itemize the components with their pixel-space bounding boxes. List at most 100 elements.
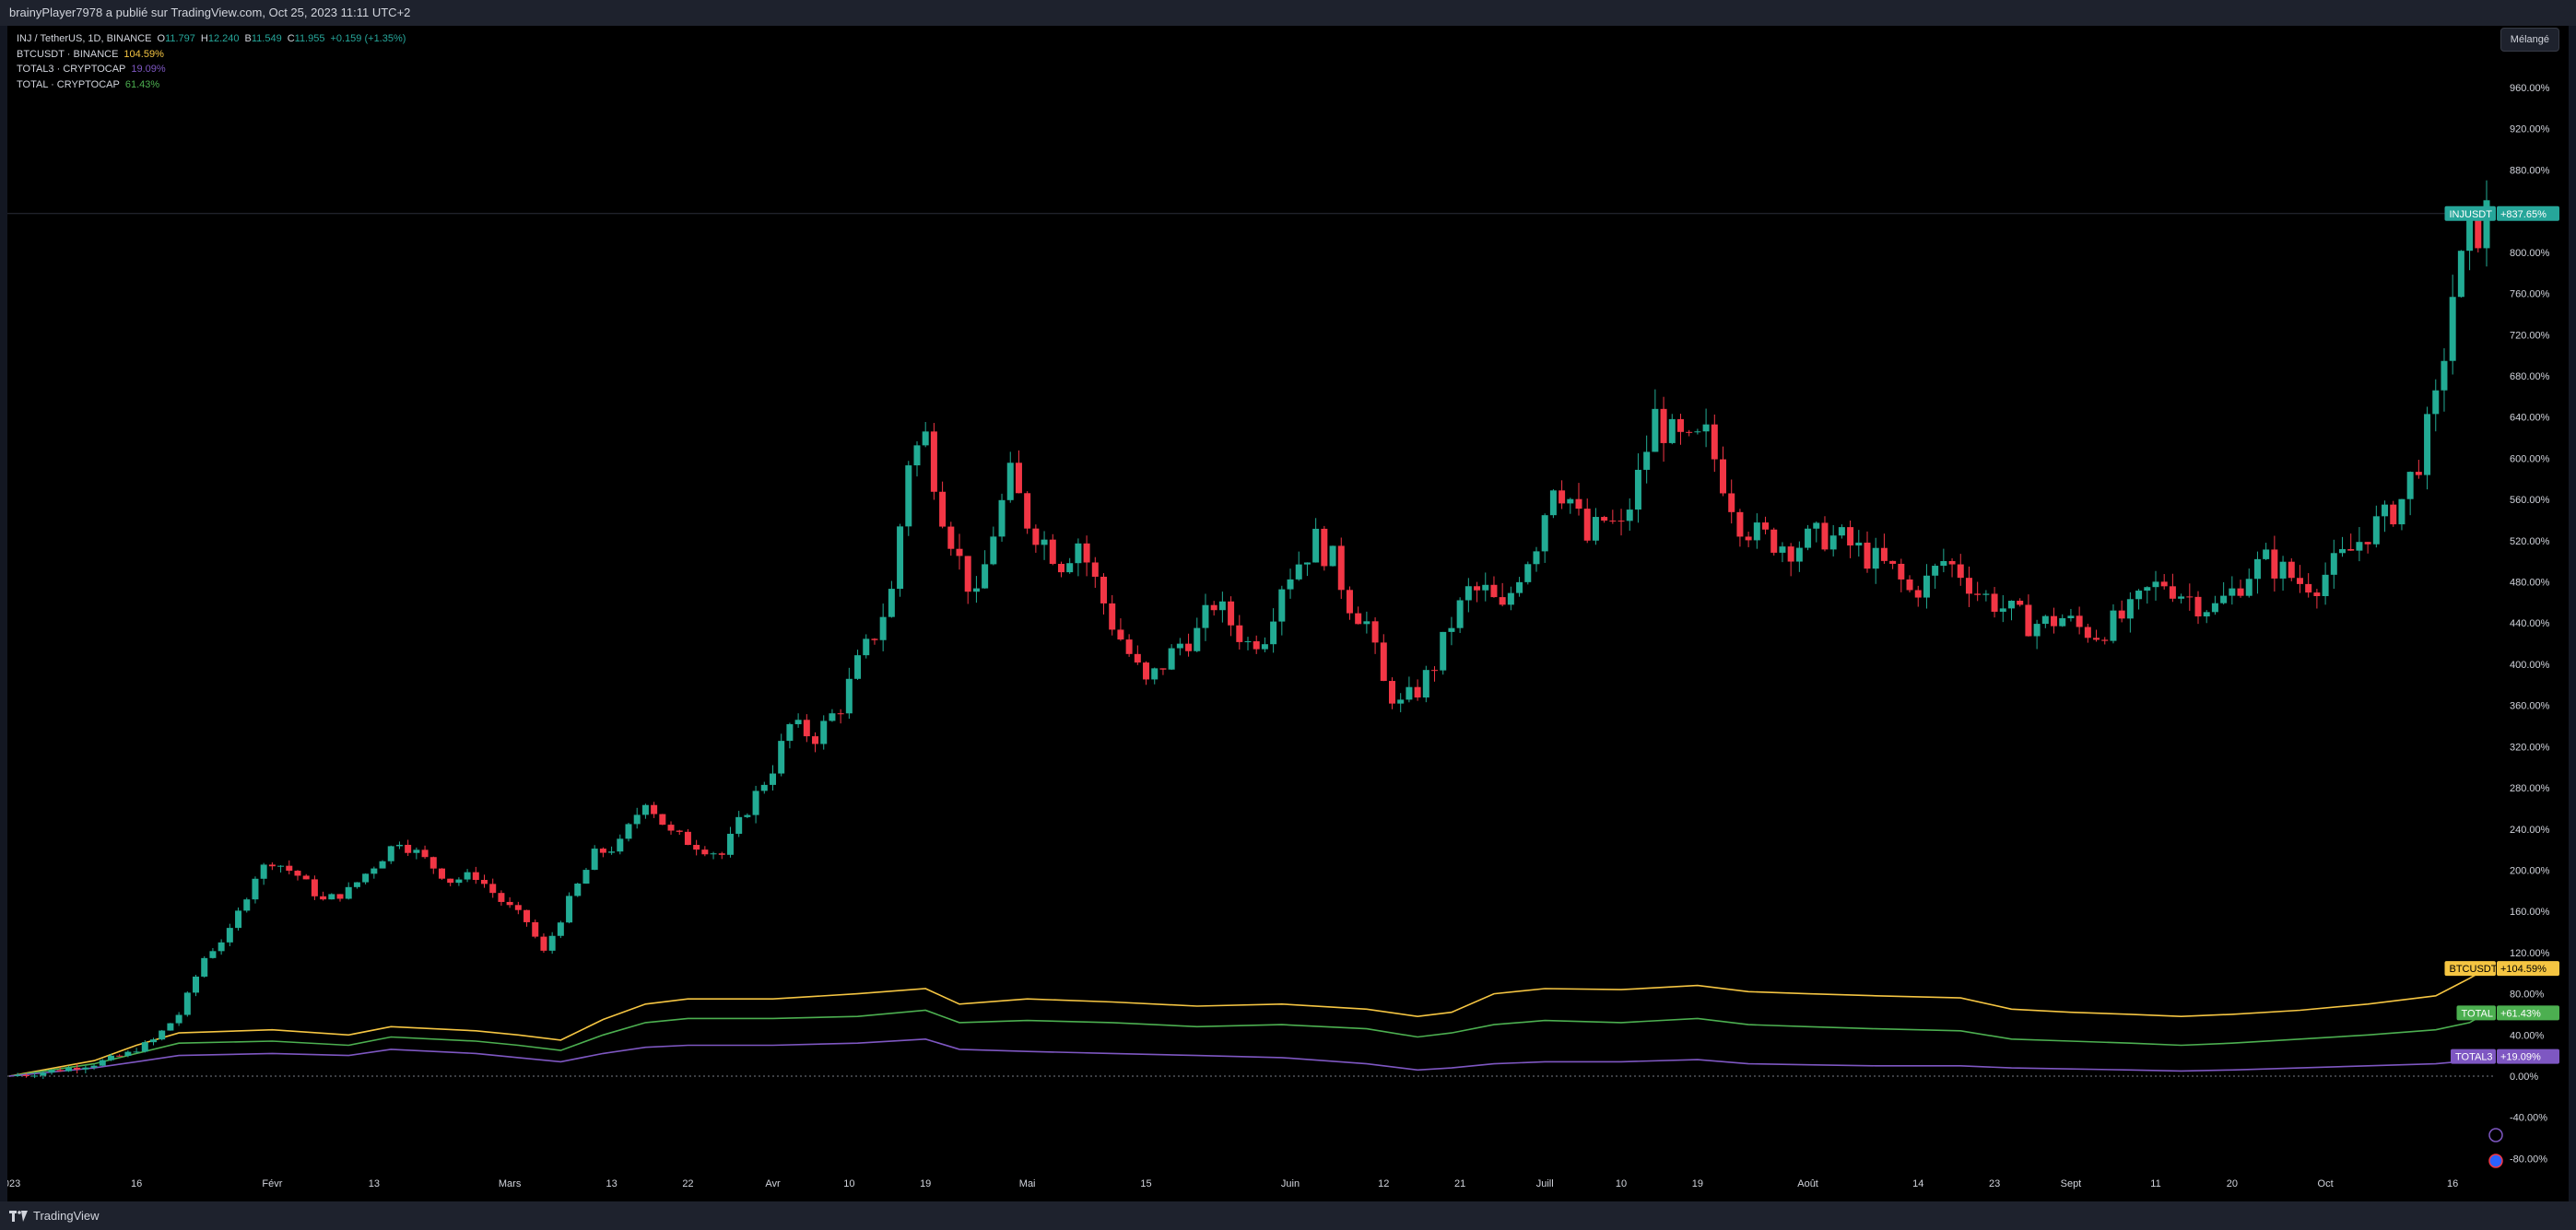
- candle-body: [1940, 560, 1947, 567]
- y-tick-label: 600.00%: [2510, 453, 2550, 464]
- candle-body: [769, 773, 776, 785]
- candle-body: [235, 910, 242, 929]
- candle-body: [1626, 510, 1633, 521]
- price-tag-total3: TOTAL3 +19.09%: [2451, 1048, 2559, 1064]
- candle-body: [633, 814, 641, 825]
- legend-total3-name: TOTAL3 · CRYPTOCAP: [17, 64, 126, 75]
- y-tick-label: 560.00%: [2510, 495, 2550, 506]
- candle-body: [863, 638, 870, 656]
- legend-overlay-total[interactable]: TOTAL · CRYPTOCAP 61.43%: [17, 77, 406, 93]
- x-tick-label: 20: [2227, 1178, 2238, 1189]
- candle-body: [1176, 643, 1183, 649]
- candle-body: [1643, 451, 1651, 470]
- candle-body: [1736, 511, 1744, 537]
- price-tag-total: TOTAL +61.43%: [2456, 1005, 2559, 1021]
- candle-body: [1821, 522, 1829, 550]
- y-tick-label: 720.00%: [2510, 330, 2550, 341]
- candle-body: [1091, 562, 1099, 577]
- candle-body: [1236, 625, 1243, 642]
- candle-body: [320, 896, 327, 900]
- candle-body: [2356, 542, 2363, 551]
- legend-main-row[interactable]: INJ / TetherUS, 1D, BINANCE O11.797 H12.…: [17, 31, 406, 47]
- candle-body: [1159, 668, 1167, 670]
- y-tick-label: 440.00%: [2510, 618, 2550, 629]
- candle-body: [99, 1060, 106, 1066]
- y-tick-label: -40.00%: [2510, 1113, 2547, 1124]
- candle-body: [557, 922, 564, 936]
- candle-body: [1745, 536, 1752, 541]
- candle-body: [353, 882, 360, 887]
- candle-body: [2007, 601, 2015, 609]
- y-tick-label: 0.00%: [2510, 1072, 2538, 1083]
- candle-body: [956, 548, 963, 556]
- candle-body: [1244, 641, 1252, 643]
- candle-body: [548, 935, 556, 951]
- candle-body: [2101, 639, 2109, 641]
- candle-body: [2229, 588, 2236, 596]
- candle-body: [56, 1070, 64, 1072]
- candle-body: [2424, 414, 2431, 475]
- candle-body: [574, 884, 582, 896]
- candle-body: [2135, 591, 2143, 600]
- candle-body: [523, 909, 531, 922]
- candle-body: [608, 851, 616, 853]
- candle-body: [1168, 648, 1175, 670]
- legend-overlay-btc[interactable]: BTCUSDT · BINANCE 104.59%: [17, 47, 406, 63]
- candle-body: [1686, 431, 1693, 433]
- chart-area[interactable]: INJ / TetherUS, 1D, BINANCE O11.797 H12.…: [7, 26, 2569, 1201]
- candle-body: [701, 849, 709, 855]
- candle-body: [2169, 586, 2176, 599]
- candle-body: [1482, 584, 1489, 591]
- candle-body: [311, 879, 318, 896]
- legend-btc-name: BTCUSDT · BINANCE: [17, 48, 119, 60]
- candle-body: [1533, 551, 1540, 565]
- candle-body: [2432, 390, 2440, 415]
- candle-body: [752, 791, 759, 815]
- candle-body: [1974, 593, 1982, 595]
- candle-body: [31, 1075, 39, 1077]
- legend-overlay-total3[interactable]: TOTAL3 · CRYPTOCAP 19.09%: [17, 62, 406, 77]
- publisher-bar: brainyPlayer7978 a publié sur TradingVie…: [0, 0, 2576, 26]
- candle-body: [837, 713, 844, 715]
- chart-canvas[interactable]: 960.00%920.00%880.00%840.00%800.00%760.0…: [7, 26, 2569, 1201]
- x-tick-label: 10: [843, 1178, 854, 1189]
- svg-text:TOTAL: TOTAL: [2462, 1008, 2493, 1019]
- candle-body: [990, 536, 997, 565]
- candle-body: [2110, 610, 2117, 641]
- candle-body: [149, 1039, 157, 1043]
- candle-body: [854, 655, 862, 679]
- candle-body: [1583, 509, 1591, 541]
- candle-body: [1549, 490, 1557, 516]
- candle-body: [371, 868, 378, 874]
- candle-body: [2220, 595, 2228, 603]
- brand[interactable]: TradingView: [9, 1209, 100, 1223]
- candle-body: [2178, 596, 2185, 599]
- candle-body: [498, 893, 505, 902]
- candle-body: [1024, 493, 1031, 529]
- candle-body: [1720, 459, 1727, 494]
- y-tick-label: 120.00%: [2510, 948, 2550, 959]
- candle-body: [641, 804, 649, 815]
- candle-body: [744, 814, 751, 817]
- y-tick-label: 80.00%: [2510, 990, 2545, 1001]
- tradingview-logo-icon: [9, 1210, 28, 1222]
- candle-body: [617, 838, 624, 852]
- candle-body: [82, 1067, 89, 1070]
- candle-body: [1321, 528, 1328, 567]
- candle-body: [2017, 601, 2024, 605]
- overlay-icon[interactable]: [2488, 1128, 2503, 1142]
- legend-change: +0.159 (+1.35%): [330, 33, 406, 44]
- flag-icon[interactable]: [2488, 1154, 2503, 1168]
- candle-body: [1932, 566, 1939, 576]
- candle-body: [888, 589, 895, 617]
- candle-body: [982, 564, 989, 589]
- candle-body: [133, 1051, 140, 1053]
- candle-body: [387, 846, 394, 861]
- x-tick-label: Juin: [1281, 1178, 1300, 1189]
- candle-body: [786, 724, 794, 742]
- candle-body: [905, 465, 912, 527]
- candle-body: [1075, 543, 1082, 564]
- scale-mode-button[interactable]: Mélangé: [2500, 28, 2559, 52]
- candle-body: [48, 1070, 55, 1073]
- candle-body: [1559, 490, 1566, 504]
